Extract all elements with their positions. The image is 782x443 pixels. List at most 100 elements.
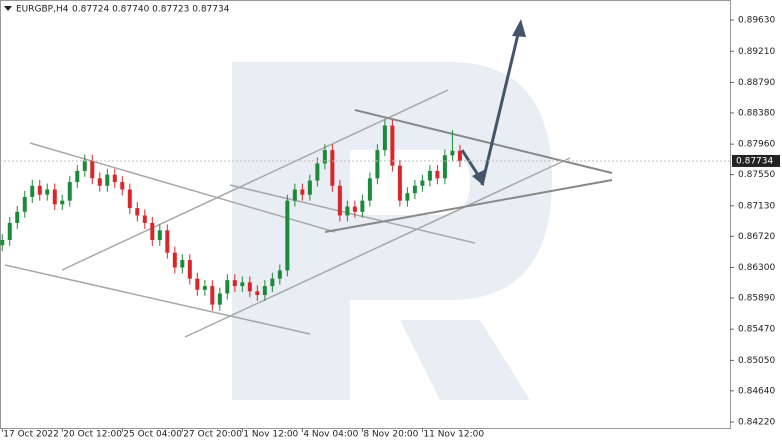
- candle-body: [270, 278, 275, 287]
- watermark-r: [232, 62, 552, 400]
- candle-body: [457, 150, 462, 161]
- forecast-arrows: [460, 19, 526, 186]
- candle-body: [90, 160, 95, 179]
- candle-body: [0, 240, 5, 246]
- x-tick-label: 1 Nov 12:00: [243, 430, 298, 440]
- candle-body: [232, 280, 237, 287]
- candle-body: [420, 180, 425, 186]
- y-tick-label: 0.87960: [738, 140, 775, 150]
- x-tick-label: 11 Nov 12:00: [423, 430, 484, 440]
- candle-body: [435, 170, 440, 179]
- candle-body: [240, 282, 245, 287]
- candle-body: [427, 170, 432, 181]
- candle-body: [120, 182, 125, 190]
- candle-body: [352, 206, 357, 212]
- channel-line: [61, 89, 449, 271]
- arrow-up: [480, 29, 521, 186]
- candle-body: [345, 206, 350, 216]
- y-tick-label: 0.85470: [738, 325, 775, 335]
- triangle-line: [354, 109, 613, 174]
- candle-body: [210, 286, 215, 305]
- candle-body: [330, 150, 335, 186]
- candle-body: [82, 160, 87, 171]
- plot-frame: [0, 0, 731, 429]
- candle-body: [97, 178, 102, 186]
- candle-body: [52, 189, 57, 205]
- candle-body: [292, 189, 297, 201]
- candle-body: [165, 230, 170, 253]
- quote: 0.87724 0.87740 0.87723 0.87734: [72, 5, 230, 15]
- candle-body: [382, 125, 387, 151]
- y-tick-label: 0.89210: [738, 47, 775, 57]
- candle-body: [322, 150, 327, 164]
- x-tick-label: 20 Oct 12:00: [63, 430, 122, 440]
- candle-body: [285, 200, 290, 271]
- trendlines: [4, 89, 613, 338]
- candle-body: [307, 180, 312, 195]
- x-tick-label: 4 Nov 04:00: [303, 430, 358, 440]
- candle-body: [315, 163, 320, 181]
- arrow-down: [460, 149, 482, 179]
- candle-body: [60, 200, 65, 205]
- candle-body: [157, 230, 162, 241]
- y-tick-label: 0.85890: [738, 293, 775, 303]
- y-tick-label: 0.84640: [738, 386, 775, 396]
- y-tick-label: 0.88380: [738, 108, 775, 118]
- candle-body: [405, 193, 410, 201]
- candle-body: [262, 286, 267, 295]
- candle-body: [22, 196, 27, 212]
- candle-body: [45, 189, 50, 195]
- y-tick-label: 0.86720: [738, 232, 775, 242]
- candle-body: [172, 252, 177, 268]
- candle-body: [277, 270, 282, 279]
- y-tick-label: 0.84220: [738, 418, 775, 428]
- watermark: [232, 62, 552, 400]
- last-price-box: [732, 154, 780, 167]
- candle-body: [37, 185, 42, 195]
- candle-body: [247, 282, 252, 292]
- y-tick-label: 0.87130: [738, 201, 775, 211]
- candle-body: [217, 293, 222, 305]
- channel-line: [29, 142, 336, 233]
- menu-icon[interactable]: [4, 6, 12, 11]
- y-tick-label: 0.89630: [738, 16, 775, 26]
- channel-line: [184, 157, 571, 338]
- x-tick-label: 25 Oct 04:00: [123, 430, 182, 440]
- y-tick-label: 0.88790: [738, 78, 775, 88]
- candle-body: [105, 174, 110, 186]
- candle-body: [112, 174, 117, 183]
- candle-body: [75, 170, 80, 183]
- arrow-head: [472, 170, 484, 186]
- candle-body: [412, 185, 417, 194]
- candle-body: [180, 260, 185, 268]
- candle-body: [375, 150, 380, 179]
- candle-body: [127, 189, 132, 209]
- triangle-line: [324, 179, 613, 233]
- candle-body: [450, 150, 455, 156]
- y-tick-label: 0.85050: [738, 356, 775, 366]
- candle-body: [67, 182, 72, 201]
- candle-body: [300, 189, 305, 195]
- candle-body: [390, 125, 395, 166]
- candle-body: [15, 211, 20, 223]
- candle-body: [360, 200, 365, 212]
- y-tick-label: 0.87550: [738, 170, 775, 180]
- candle-body: [187, 260, 192, 279]
- symbol: EURGBP,H4: [16, 5, 69, 15]
- candle-body: [202, 286, 207, 290]
- arrow-head: [512, 19, 526, 37]
- x-tick-label: 8 Nov 20:00: [363, 430, 418, 440]
- candle-body: [225, 280, 230, 294]
- channel-line: [229, 184, 476, 244]
- last-price-label: 0.87734: [736, 156, 773, 166]
- candle-body: [142, 215, 147, 223]
- candle-body: [367, 178, 372, 201]
- candle-body: [150, 222, 155, 241]
- watermark-leg: [400, 320, 530, 400]
- candle-body: [7, 222, 12, 241]
- x-tick-label: 17 Oct 2022: [3, 430, 59, 440]
- candle-body: [255, 291, 260, 295]
- candle-body: [30, 185, 35, 197]
- y-tick-label: 0.86300: [738, 263, 775, 273]
